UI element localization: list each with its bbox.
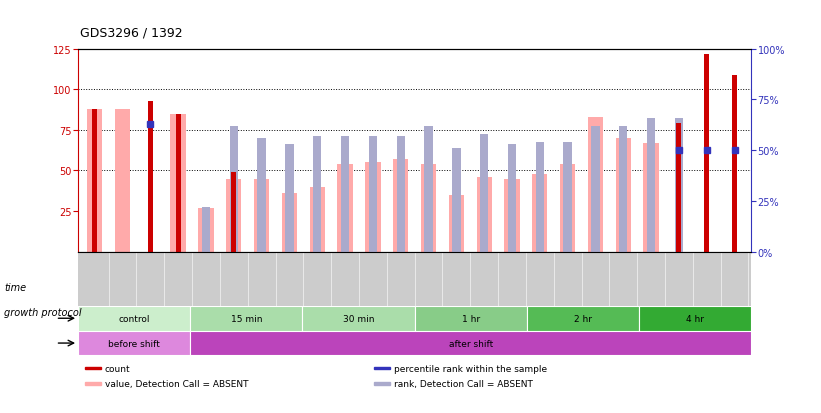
Bar [176,114,181,252]
Bar [677,124,681,252]
Bar [226,179,241,252]
Bar [619,126,627,252]
Bar [313,137,321,252]
Bar [397,137,405,252]
Text: 4 hr: 4 hr [686,314,704,323]
Bar [232,173,236,252]
Bar [591,126,599,252]
Bar [532,174,548,252]
Bar [508,145,516,252]
Bar [171,114,186,252]
Bar [337,165,353,252]
Bar [190,306,302,331]
Bar [644,144,658,252]
Bar [302,306,415,331]
Bar [92,109,97,252]
Bar [258,139,266,252]
Bar [310,187,325,252]
Text: 1 hr: 1 hr [461,314,479,323]
Bar [504,179,520,252]
Bar [254,179,269,252]
Text: after shift: after shift [448,339,493,348]
Text: time: time [4,282,26,292]
Bar [527,306,639,331]
Bar [115,109,131,252]
Bar [282,194,297,252]
Bar [199,208,213,252]
Bar [365,163,380,252]
Bar [449,195,464,252]
Bar [148,102,153,252]
Bar [202,207,210,252]
Text: value, Detection Call = ABSENT: value, Detection Call = ABSENT [105,379,249,388]
Text: growth protocol: growth protocol [4,307,82,317]
Bar [421,165,436,252]
Bar [78,331,190,356]
Text: count: count [105,364,131,373]
Bar [452,149,461,252]
Bar [369,137,377,252]
Bar [341,137,349,252]
Bar [616,139,631,252]
Bar [476,178,492,252]
Bar [647,119,655,252]
Text: 2 hr: 2 hr [574,314,592,323]
Bar [285,145,294,252]
Bar [190,331,751,356]
Bar [374,382,390,385]
Bar [85,382,101,385]
Bar [78,306,190,331]
Bar [230,126,238,252]
Text: percentile rank within the sample: percentile rank within the sample [394,364,548,373]
Bar [563,143,571,252]
Text: before shift: before shift [108,339,160,348]
Text: control: control [118,314,150,323]
Bar [415,306,527,331]
Bar [639,306,751,331]
Bar [87,109,103,252]
Bar [480,135,488,252]
Bar [374,367,390,370]
Bar [393,160,408,252]
Bar [704,55,709,252]
Text: 30 min: 30 min [342,314,374,323]
Bar [588,118,603,252]
Text: 15 min: 15 min [231,314,262,323]
Bar [85,367,101,370]
Text: GDS3296 / 1392: GDS3296 / 1392 [80,26,182,39]
Bar [424,126,433,252]
Bar [560,165,576,252]
Text: rank, Detection Call = ABSENT: rank, Detection Call = ABSENT [394,379,534,388]
Bar [535,143,544,252]
Bar [675,119,683,252]
Bar [732,76,737,252]
